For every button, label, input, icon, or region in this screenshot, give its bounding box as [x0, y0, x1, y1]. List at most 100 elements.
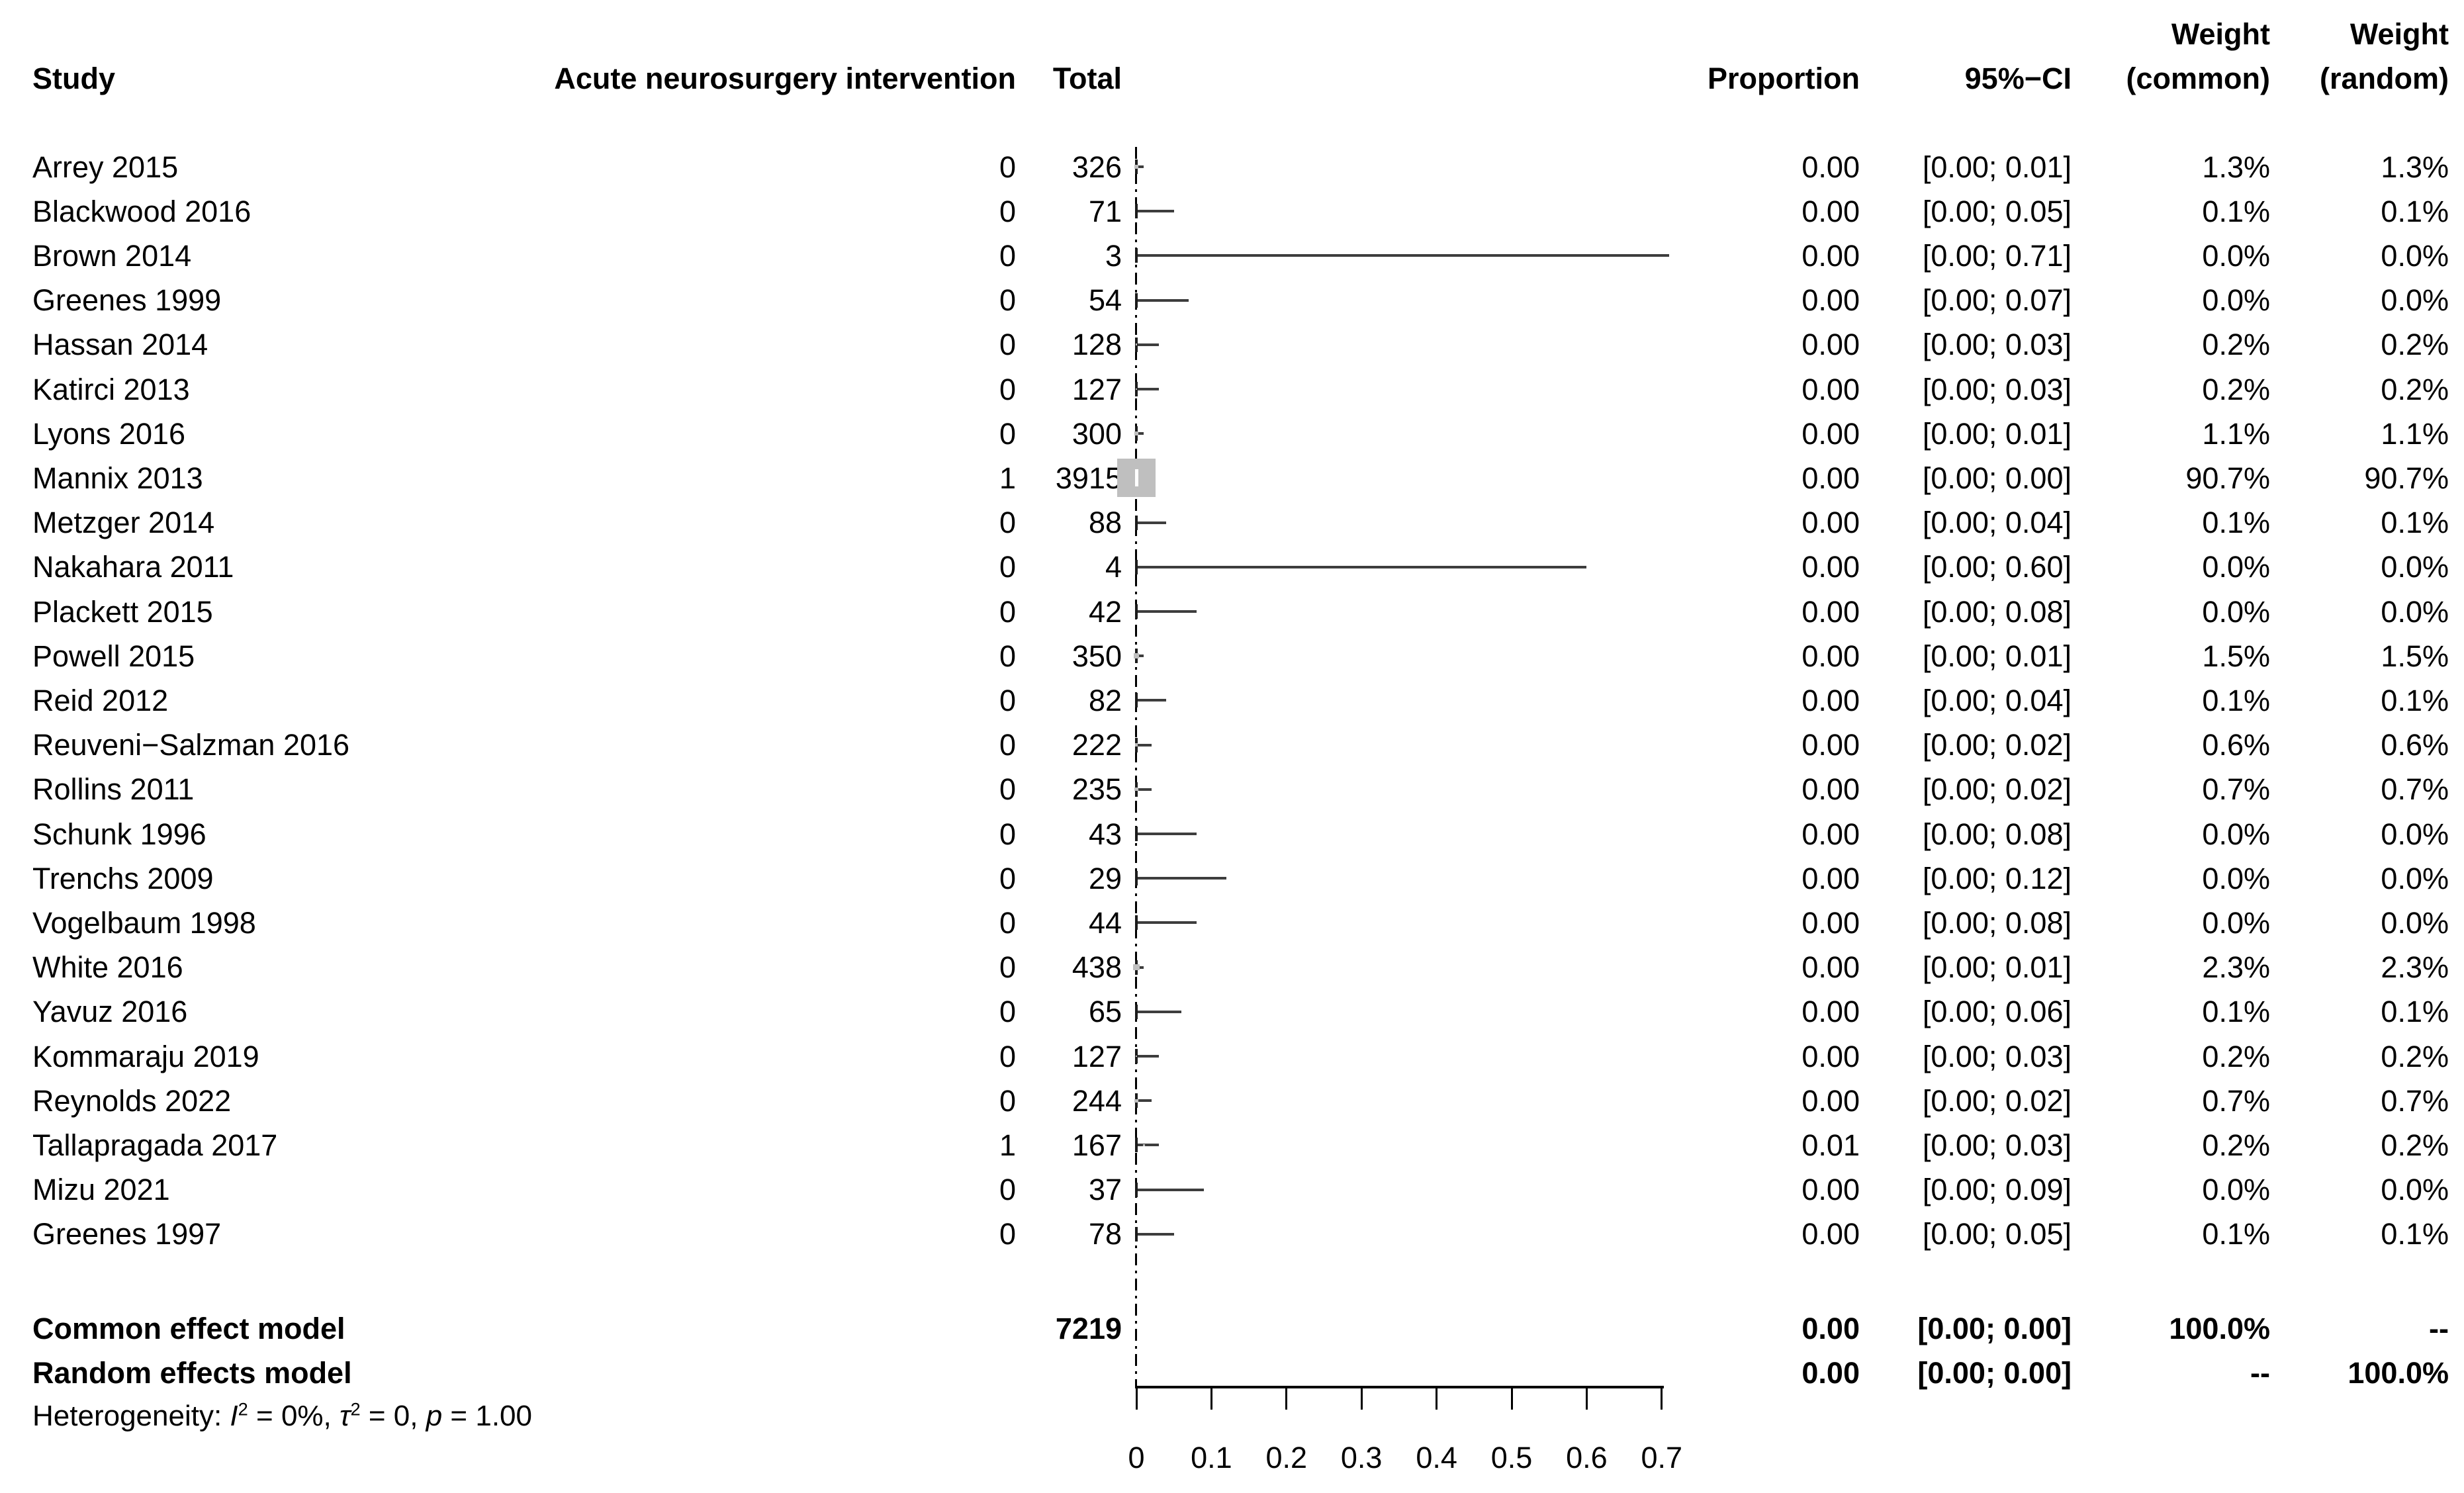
- x-axis-tick-label: 0: [1128, 1441, 1145, 1474]
- weight-common-cell: 0.7%: [2202, 1083, 2270, 1118]
- ci-whisker: [1136, 521, 1167, 524]
- het-i-symbol: I: [230, 1400, 238, 1432]
- summary-proportion-cell: 0.00: [1802, 1355, 1860, 1390]
- study-row: Schunk 1996 0 43 0.00 [0.00; 0.08] 0.0% 0.0%: [0, 812, 2464, 856]
- events-cell: 0: [999, 1039, 1016, 1073]
- total-cell: 65: [1088, 995, 1122, 1029]
- study-name-cell: Brown 2014: [32, 238, 192, 273]
- study-name-cell: Hassan 2014: [32, 328, 208, 362]
- total-cell: 37: [1088, 1173, 1122, 1207]
- proportion-cell: 0.00: [1802, 328, 1860, 362]
- ci-cell: [0.00; 0.03]: [1922, 372, 2072, 406]
- study-name-cell: Reuveni−Salzman 2016: [32, 728, 350, 762]
- het-tau-sup: 2: [350, 1398, 361, 1420]
- het-seg2: = 0,: [360, 1400, 426, 1432]
- study-row: Katirci 2013 0 127 0.00 [0.00; 0.03] 0.2% 0.2%: [0, 367, 2464, 412]
- events-cell: 0: [999, 1173, 1016, 1207]
- events-cell: 1: [999, 461, 1016, 495]
- proportion-cell: 0.00: [1802, 995, 1860, 1029]
- header-weight-common-top: Weight: [2171, 17, 2270, 51]
- weight-square-marker: [1134, 653, 1139, 658]
- total-cell: 167: [1072, 1128, 1122, 1162]
- ci-lower-cap: [1135, 915, 1138, 930]
- weight-random-cell: 0.0%: [2381, 238, 2449, 273]
- ci-cell: [0.00; 0.71]: [1922, 238, 2072, 273]
- total-cell: 44: [1088, 905, 1122, 940]
- study-row: Yavuz 2016 0 65 0.00 [0.00; 0.06] 0.1% 0.1%: [0, 989, 2464, 1034]
- ci-whisker: [1136, 1099, 1152, 1103]
- study-row: Rollins 2011 0 235 0.00 [0.00; 0.02] 0.7% 0.7%: [0, 767, 2464, 811]
- study-row: Reid 2012 0 82 0.00 [0.00; 0.04] 0.1% 0.1%: [0, 678, 2464, 723]
- proportion-cell: 0.00: [1802, 238, 1860, 273]
- ci-cell: [0.00; 0.12]: [1922, 861, 2072, 895]
- study-row: Reuveni−Salzman 2016 0 222 0.00 [0.00; 0.02]…: [0, 723, 2464, 767]
- ci-cell: [0.00; 0.03]: [1922, 1128, 2072, 1162]
- point-estimate-tick: [1134, 469, 1138, 487]
- study-name-cell: Reynolds 2022: [32, 1083, 232, 1118]
- study-row: Hassan 2014 0 128 0.00 [0.00; 0.03] 0.2% 0.2%: [0, 322, 2464, 367]
- events-cell: 0: [999, 238, 1016, 273]
- weight-random-cell: 1.5%: [2381, 639, 2449, 673]
- proportion-cell: 0.00: [1802, 905, 1860, 940]
- x-axis-tick: [1585, 1387, 1588, 1410]
- study-name-cell: Greenes 1999: [32, 283, 222, 318]
- events-cell: 0: [999, 950, 1016, 985]
- header-events: Acute neurosurgery intervention: [554, 62, 1016, 95]
- total-cell: 88: [1088, 506, 1122, 540]
- study-name-cell: Reid 2012: [32, 683, 169, 717]
- header-proportion: Proportion: [1708, 62, 1860, 95]
- total-cell: 82: [1088, 683, 1122, 717]
- x-axis-line: [1135, 1386, 1664, 1388]
- ci-cell: [0.00; 0.03]: [1922, 1039, 2072, 1073]
- proportion-cell: 0.00: [1802, 1083, 1860, 1118]
- study-name-cell: Lyons 2016: [32, 416, 186, 451]
- x-axis-tick-label: 0.2: [1265, 1441, 1308, 1474]
- total-cell: 244: [1072, 1083, 1122, 1118]
- weight-random-cell: 0.1%: [2381, 683, 2449, 717]
- proportion-cell: 0.00: [1802, 1173, 1860, 1207]
- weight-random-cell: 0.1%: [2381, 506, 2449, 540]
- ci-cell: [0.00; 0.01]: [1922, 639, 2072, 673]
- weight-common-cell: 0.2%: [2202, 372, 2270, 406]
- proportion-cell: 0.00: [1802, 950, 1860, 985]
- ci-cell: [0.00; 0.02]: [1922, 1083, 2072, 1118]
- proportion-cell: 0.00: [1802, 594, 1860, 629]
- weight-common-cell: 0.1%: [2202, 194, 2270, 228]
- events-cell: 0: [999, 416, 1016, 451]
- total-cell: 350: [1072, 639, 1122, 673]
- proportion-cell: 0.01: [1802, 1128, 1860, 1162]
- study-row: White 2016 0 438 0.00 [0.00; 0.01] 2.3% 2.3%: [0, 945, 2464, 989]
- weight-random-cell: 0.0%: [2381, 283, 2449, 318]
- x-axis-tick-label: 0.4: [1416, 1441, 1457, 1474]
- weight-common-cell: 1.5%: [2202, 639, 2270, 673]
- x-axis-tick-label: 0.6: [1566, 1441, 1608, 1474]
- ci-lower-cap: [1135, 559, 1138, 574]
- total-cell: 127: [1072, 1039, 1122, 1073]
- total-cell: 300: [1072, 416, 1122, 451]
- total-cell: 438: [1072, 950, 1122, 985]
- weight-random-cell: 0.2%: [2381, 1128, 2449, 1162]
- proportion-cell: 0.00: [1802, 817, 1860, 851]
- study-name-cell: Powell 2015: [32, 639, 195, 673]
- weight-common-cell: 0.0%: [2202, 594, 2270, 629]
- weight-random-cell: 0.6%: [2381, 728, 2449, 762]
- ci-whisker: [1136, 921, 1197, 925]
- study-row: Brown 2014 0 3 0.00 [0.00; 0.71] 0.0% 0.0%: [0, 234, 2464, 278]
- events-cell: 0: [999, 728, 1016, 762]
- study-name-cell: Metzger 2014: [32, 506, 215, 540]
- weight-random-cell: 0.0%: [2381, 550, 2449, 584]
- weight-random-cell: 90.7%: [2364, 461, 2449, 495]
- ci-whisker: [1136, 1188, 1205, 1191]
- events-cell: 0: [999, 995, 1016, 1029]
- weight-random-cell: 0.1%: [2381, 194, 2449, 228]
- study-name-cell: White 2016: [32, 950, 183, 985]
- weight-square-marker: [1135, 1055, 1138, 1058]
- ci-cell: [0.00; 0.04]: [1922, 506, 2072, 540]
- study-name-cell: Blackwood 2016: [32, 194, 251, 228]
- study-row: Mannix 2013 1 3915 0.00 [0.00; 0.00] 90.7% 90.…: [0, 456, 2464, 500]
- weight-common-cell: 0.0%: [2202, 238, 2270, 273]
- weight-common-cell: 90.7%: [2185, 461, 2270, 495]
- ci-cell: [0.00; 0.02]: [1922, 772, 2072, 807]
- ci-whisker: [1136, 432, 1144, 435]
